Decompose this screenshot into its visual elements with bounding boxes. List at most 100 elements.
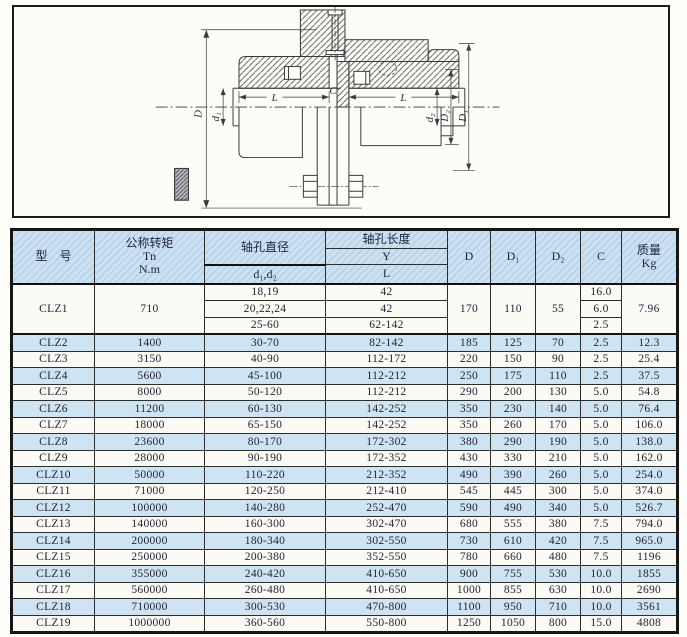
cell-torque: 3150 — [94, 350, 205, 368]
cell-D: 430 — [447, 449, 491, 467]
cell-D: 250 — [447, 367, 491, 385]
cell-D1: 110 — [490, 283, 536, 335]
cell-bore-length: 302-550 — [325, 532, 448, 550]
spec-row-CLZ7: CLZ7 18000 65-150 142-252 350 260 170 5.0 106.0 — [11, 416, 678, 434]
dim-d2 — [434, 88, 440, 126]
spec-row-clz1-sub3: 25-60 62-142 2.5 — [12, 316, 678, 335]
cell-D1: 555 — [490, 515, 536, 533]
cell-D2: 70 — [535, 333, 581, 352]
cell-bore-length: 252-470 — [325, 499, 448, 517]
cell-torque: 23600 — [94, 433, 205, 451]
spec-table-body: CLZ1 710 18,19 42 170 110 55 16.0 7.96 20,22,24 42… — [11, 283, 678, 633]
cell-C: 2.5 — [580, 367, 622, 385]
cell-torque: 5600 — [94, 367, 205, 385]
cell-D2: 140 — [535, 400, 581, 418]
cell-bore-diameter: 40-90 — [204, 350, 326, 368]
cell-D: 1100 — [447, 598, 491, 616]
spec-row-CLZ9: CLZ9 28000 90-190 172-352 430 330 210 5.0 162.0 — [11, 449, 678, 467]
cell-torque: 140000 — [94, 515, 205, 533]
cell-torque: 71000 — [94, 482, 205, 500]
cell-model: CLZ9 — [11, 449, 95, 467]
cell-D: 545 — [447, 482, 491, 500]
cell-bore-diameter: 260-480 — [204, 581, 326, 599]
top-bolt — [325, 7, 345, 62]
cell-torque: 250000 — [94, 548, 205, 566]
cell-D1: 855 — [490, 581, 536, 599]
cell-mass: 374.0 — [621, 482, 678, 500]
cell-bore-diameter: 140-280 — [204, 499, 326, 517]
cell-bore-diameter: 60-130 — [204, 400, 326, 418]
cell-D: 900 — [447, 565, 491, 583]
cell-bore-length: 410-650 — [325, 565, 448, 583]
cell-C: 10.0 — [580, 598, 622, 616]
cell-bore-diameter: 65-150 — [204, 416, 326, 434]
cell-torque: 8000 — [94, 383, 205, 401]
spec-row-CLZ10: CLZ10 50000 110-220 212-352 490 390 260 5.0 254.… — [11, 466, 678, 484]
cell-D2: 380 — [535, 515, 581, 533]
cell-bore-length: 302-470 — [325, 515, 448, 533]
cell-D2: 170 — [535, 416, 581, 434]
spec-row-CLZ3: CLZ3 3150 40-90 112-172 220 150 90 2.5 25.4 — [11, 350, 678, 368]
cell-C: 16.0 — [580, 283, 622, 301]
cell-C: 2.5 — [580, 333, 622, 352]
cell-torque: 710 — [94, 283, 205, 335]
cell-model: CLZ5 — [11, 383, 95, 401]
cell-model: CLZ18 — [11, 598, 95, 616]
cell-torque: 100000 — [94, 499, 205, 517]
spec-row-CLZ6: CLZ6 11200 60-130 142-252 350 230 140 5.0 76.4 — [11, 400, 678, 418]
spec-row-CLZ15: CLZ15 250000 200-380 352-550 780 660 480 7.5 119… — [11, 548, 678, 566]
label-D2: D₂ — [439, 110, 451, 123]
header-model: 型 号 — [11, 229, 95, 285]
cell-model: CLZ8 — [11, 433, 95, 451]
cell-model: CLZ14 — [11, 532, 95, 550]
cell-C: 6.0 — [580, 300, 622, 318]
cell-D: 730 — [447, 532, 491, 550]
cell-D: 590 — [447, 499, 491, 517]
spec-row-CLZ5: CLZ5 8000 50-120 112-212 290 200 130 5.0 54.8 — [11, 383, 678, 401]
cell-D1: 490 — [490, 499, 536, 517]
cell-D2: 90 — [535, 350, 581, 368]
cell-mass: 37.5 — [621, 367, 678, 385]
cell-torque: 11200 — [94, 400, 205, 418]
cell-model: CLZ13 — [11, 515, 95, 533]
cell-D: 185 — [447, 333, 491, 352]
cell-bore-length: 352-550 — [325, 548, 448, 566]
cell-D1: 125 — [490, 333, 536, 352]
cell-D2: 260 — [535, 466, 581, 484]
cell-bore-diameter: 200-380 — [204, 548, 326, 566]
cell-bore-diameter: 45-100 — [204, 367, 326, 385]
cell-bore-diameter: 360-560 — [204, 614, 326, 633]
cell-D1: 260 — [490, 416, 536, 434]
spec-row-CLZ8: CLZ8 23600 80-170 172-302 380 290 190 5.0 138.0 — [11, 433, 678, 451]
cell-D2: 800 — [535, 614, 581, 633]
cell-mass: 526.7 — [621, 499, 678, 517]
cell-C: 5.0 — [580, 449, 622, 467]
cell-D1: 175 — [490, 367, 536, 385]
cell-bore-length: 172-352 — [325, 449, 448, 467]
bottom-bolt — [289, 174, 379, 198]
cell-model: CLZ17 — [11, 581, 95, 599]
cell-mass: 2690 — [621, 581, 678, 599]
cell-D2: 480 — [535, 548, 581, 566]
cell-D2: 630 — [535, 581, 581, 599]
cell-bore-length: 212-410 — [325, 482, 448, 500]
spec-row-CLZ18: CLZ18 710000 300-530 470-800 1100 950 710 10.0 3… — [11, 598, 678, 616]
cell-bore-diameter: 90-190 — [204, 449, 326, 467]
cell-torque: 18000 — [94, 416, 205, 434]
cell-bore-diameter: 50-120 — [204, 383, 326, 401]
cell-mass: 12.3 — [621, 333, 678, 352]
cell-C: 10.0 — [580, 581, 622, 599]
dim-D — [201, 29, 362, 209]
coupling-drawing-box: D d₁ L C L d₂ D₂ D₁ — [12, 5, 670, 218]
cell-bore-length: 212-352 — [325, 466, 448, 484]
cell-mass: 76.4 — [621, 400, 678, 418]
cell-bore-length: 142-252 — [325, 400, 448, 418]
section-marker-block — [174, 167, 189, 201]
cell-mass: 254.0 — [621, 466, 678, 484]
cell-model: CLZ11 — [11, 482, 95, 500]
label-L-right: L — [399, 92, 406, 104]
cell-mass: 138.0 — [621, 433, 678, 451]
cell-bore-diameter: 18,19 — [204, 283, 326, 301]
cell-D1: 290 — [490, 433, 536, 451]
